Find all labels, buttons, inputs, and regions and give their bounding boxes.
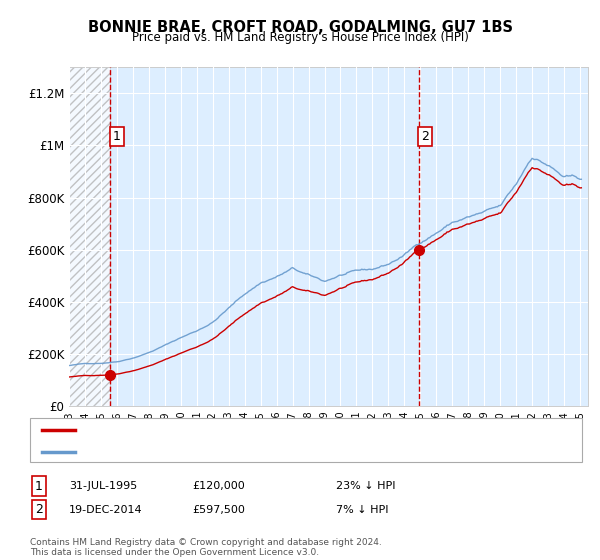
Text: Contains HM Land Registry data © Crown copyright and database right 2024.
This d: Contains HM Land Registry data © Crown c… — [30, 538, 382, 557]
Text: 2: 2 — [35, 503, 43, 516]
Text: BONNIE BRAE, CROFT ROAD, GODALMING, GU7 1BS: BONNIE BRAE, CROFT ROAD, GODALMING, GU7 … — [88, 20, 512, 35]
Text: 1: 1 — [113, 130, 121, 143]
Text: 23% ↓ HPI: 23% ↓ HPI — [336, 481, 395, 491]
Text: BONNIE BRAE, CROFT ROAD, GODALMING, GU7 1BS (detached house): BONNIE BRAE, CROFT ROAD, GODALMING, GU7 … — [81, 425, 446, 435]
Text: 31-JUL-1995: 31-JUL-1995 — [69, 481, 137, 491]
Text: 19-DEC-2014: 19-DEC-2014 — [69, 505, 143, 515]
Text: £597,500: £597,500 — [192, 505, 245, 515]
Text: 2: 2 — [421, 130, 429, 143]
Text: HPI: Average price, detached house, Waverley: HPI: Average price, detached house, Wave… — [81, 447, 322, 457]
Text: Price paid vs. HM Land Registry's House Price Index (HPI): Price paid vs. HM Land Registry's House … — [131, 31, 469, 44]
Text: £120,000: £120,000 — [192, 481, 245, 491]
Text: 1: 1 — [35, 479, 43, 493]
Text: 7% ↓ HPI: 7% ↓ HPI — [336, 505, 389, 515]
